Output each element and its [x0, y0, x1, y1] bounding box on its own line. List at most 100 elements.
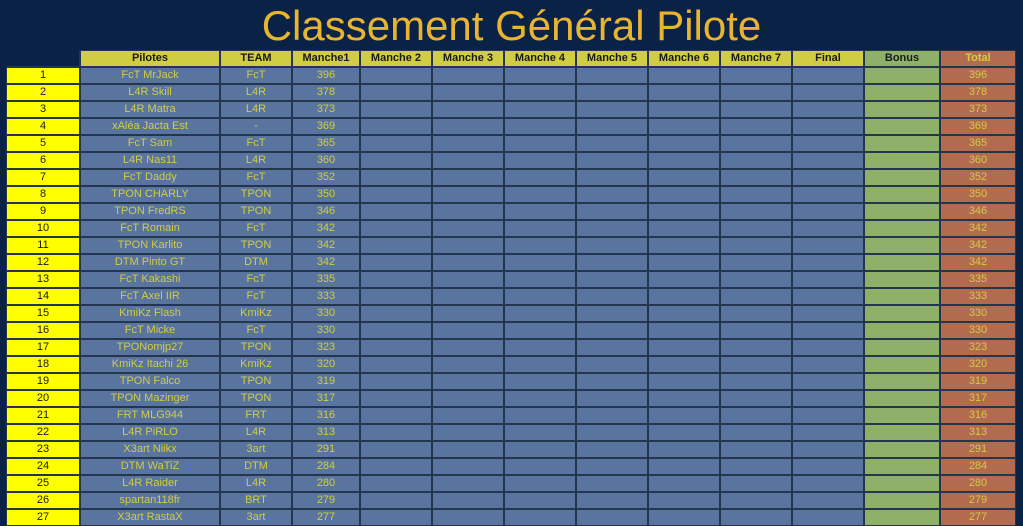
empty-cell [360, 118, 432, 135]
empty-cell [504, 492, 576, 509]
pilote-cell: L4R Skill [80, 84, 220, 101]
pilote-cell: FcT Sam [80, 135, 220, 152]
empty-cell [432, 373, 504, 390]
empty-cell [432, 475, 504, 492]
total-cell: 352 [940, 169, 1016, 186]
empty-cell [432, 407, 504, 424]
bonus-cell [864, 67, 940, 84]
total-cell: 277 [940, 509, 1016, 526]
empty-cell [648, 475, 720, 492]
empty-cell [360, 84, 432, 101]
rank-cell: 5 [6, 135, 80, 152]
empty-cell [360, 135, 432, 152]
total-cell: 313 [940, 424, 1016, 441]
empty-cell [576, 135, 648, 152]
empty-cell [576, 305, 648, 322]
empty-cell [792, 135, 864, 152]
empty-cell [648, 390, 720, 407]
empty-cell [648, 339, 720, 356]
team-cell: L4R [220, 475, 292, 492]
manche1-cell: 346 [292, 203, 360, 220]
pilote-cell: L4R Matra [80, 101, 220, 118]
team-cell: L4R [220, 152, 292, 169]
bonus-cell [864, 441, 940, 458]
manche1-cell: 342 [292, 254, 360, 271]
empty-cell [360, 271, 432, 288]
bonus-cell [864, 152, 940, 169]
manche1-cell: 323 [292, 339, 360, 356]
empty-cell [576, 322, 648, 339]
empty-cell [432, 101, 504, 118]
empty-cell [720, 220, 792, 237]
empty-cell [648, 237, 720, 254]
column-header: Pilotes [80, 50, 220, 67]
bonus-cell [864, 101, 940, 118]
empty-cell [720, 203, 792, 220]
manche1-cell: 280 [292, 475, 360, 492]
empty-cell [792, 118, 864, 135]
bonus-cell [864, 169, 940, 186]
bonus-cell [864, 390, 940, 407]
empty-cell [432, 135, 504, 152]
manche1-cell: 279 [292, 492, 360, 509]
empty-cell [360, 101, 432, 118]
manche1-cell: 330 [292, 305, 360, 322]
empty-cell [648, 322, 720, 339]
empty-cell [720, 118, 792, 135]
manche1-cell: 365 [292, 135, 360, 152]
empty-cell [576, 458, 648, 475]
column-header: Manche1 [292, 50, 360, 67]
manche1-cell: 360 [292, 152, 360, 169]
total-cell: 333 [940, 288, 1016, 305]
pilote-cell: TPON Falco [80, 373, 220, 390]
pilote-cell: L4R Nas11 [80, 152, 220, 169]
empty-cell [504, 322, 576, 339]
empty-cell [648, 492, 720, 509]
rank-cell: 21 [6, 407, 80, 424]
total-cell: 317 [940, 390, 1016, 407]
bonus-cell [864, 322, 940, 339]
rank-cell: 25 [6, 475, 80, 492]
pilote-cell: xAléa Jacta Est [80, 118, 220, 135]
empty-cell [504, 169, 576, 186]
team-cell: FRT [220, 407, 292, 424]
empty-cell [504, 237, 576, 254]
empty-cell [792, 424, 864, 441]
manche1-cell: 373 [292, 101, 360, 118]
team-cell: 3art [220, 441, 292, 458]
pilote-cell: spartan118fr [80, 492, 220, 509]
column-header: Bonus [864, 50, 940, 67]
team-cell: TPON [220, 237, 292, 254]
empty-cell [432, 237, 504, 254]
team-cell: L4R [220, 84, 292, 101]
bonus-cell [864, 271, 940, 288]
bonus-cell [864, 84, 940, 101]
empty-cell [792, 254, 864, 271]
total-cell: 373 [940, 101, 1016, 118]
team-cell: KmiKz [220, 305, 292, 322]
pilote-cell: FcT Daddy [80, 169, 220, 186]
rank-cell: 4 [6, 118, 80, 135]
bonus-cell [864, 373, 940, 390]
total-cell: 335 [940, 271, 1016, 288]
empty-cell [792, 84, 864, 101]
column-header: Manche 6 [648, 50, 720, 67]
empty-cell [720, 424, 792, 441]
bonus-cell [864, 492, 940, 509]
empty-cell [720, 475, 792, 492]
empty-cell [504, 84, 576, 101]
empty-cell [504, 390, 576, 407]
bonus-cell [864, 118, 940, 135]
empty-cell [432, 203, 504, 220]
rank-cell: 15 [6, 305, 80, 322]
pilote-cell: TPON Mazinger [80, 390, 220, 407]
empty-cell [720, 152, 792, 169]
empty-cell [576, 237, 648, 254]
manche1-cell: 333 [292, 288, 360, 305]
empty-cell [360, 475, 432, 492]
empty-cell [360, 509, 432, 526]
empty-cell [576, 101, 648, 118]
total-cell: 330 [940, 305, 1016, 322]
empty-cell [432, 441, 504, 458]
pilote-cell: KmiKz Flash [80, 305, 220, 322]
